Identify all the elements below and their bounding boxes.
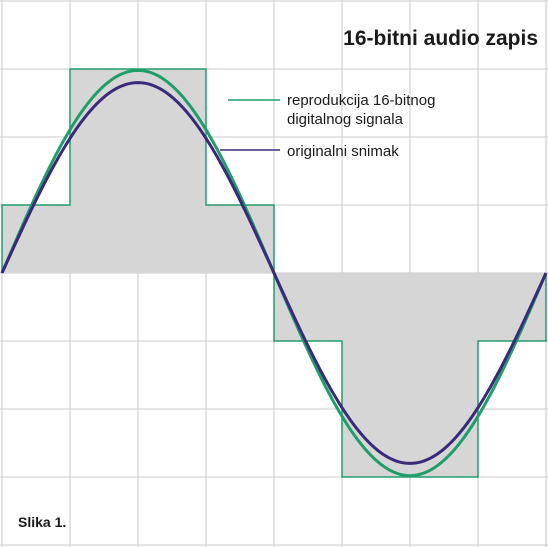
reproduction-label-line2: digitalnog signala — [287, 111, 404, 128]
figure-caption: Slika 1. — [18, 514, 66, 530]
step-block — [2, 205, 70, 273]
step-block — [274, 273, 342, 341]
step-block — [410, 273, 478, 477]
step-block — [206, 205, 274, 273]
digital-steps — [1, 68, 547, 478]
step-block — [70, 69, 138, 273]
original-curve — [0, 81, 548, 465]
diagram-title: 16-bitni audio zapis — [343, 27, 538, 50]
reproduction-label-line1: reprodukcija 16-bitnog — [287, 92, 435, 109]
step-block — [478, 273, 546, 341]
original-label: originalni snimak — [287, 143, 399, 160]
step-block — [342, 273, 410, 477]
step-block — [138, 69, 206, 273]
